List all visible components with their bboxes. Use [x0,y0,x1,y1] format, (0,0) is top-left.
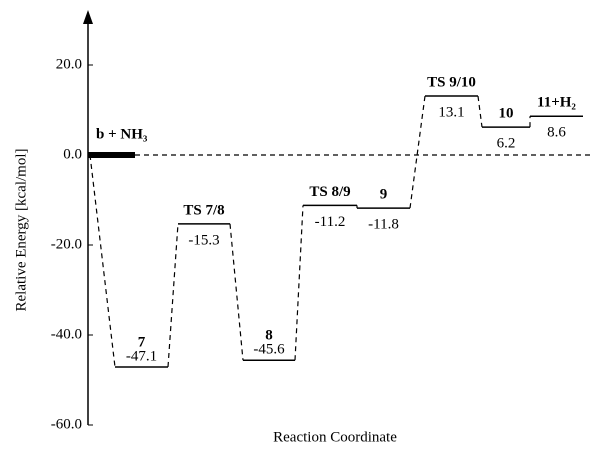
y-tick-label: 0.0 [63,146,82,162]
species-label: TS 9/10 [427,74,476,90]
value-label: 13.1 [438,104,464,120]
connector [410,96,425,208]
x-axis-label: Reaction Coordinate [273,429,397,445]
species-label: 11+H₂ [537,95,576,111]
y-axis-label: Relative Energy [kcal/mol] [13,148,29,311]
value-label: -15.3 [188,232,219,248]
value-label: -47.1 [126,348,157,364]
connector [478,96,482,127]
value-label: 6.2 [497,136,516,152]
value-label: -11.8 [368,217,399,233]
y-axis-arrow [83,10,93,24]
species-label: 10 [499,106,514,122]
y-tick-label: -60.0 [51,416,82,432]
species-label: TS 7/8 [183,202,224,218]
value-label: -11.2 [315,214,346,230]
y-tick-label: 20.0 [56,56,82,72]
species-label: TS 8/9 [309,184,350,200]
connector [168,224,178,367]
value-label: 8.6 [547,125,566,141]
value-label: -45.6 [253,342,285,358]
chart: Relative Energy [kcal/mol] Reaction Coor… [0,0,592,449]
y-tick-label: -40.0 [51,326,82,342]
species-label: b + NH₃ [96,126,148,142]
connector [90,155,115,367]
y-tick-label: -20.0 [51,236,82,252]
connector [295,205,303,360]
connector [230,224,243,360]
species-label: 9 [380,187,388,203]
